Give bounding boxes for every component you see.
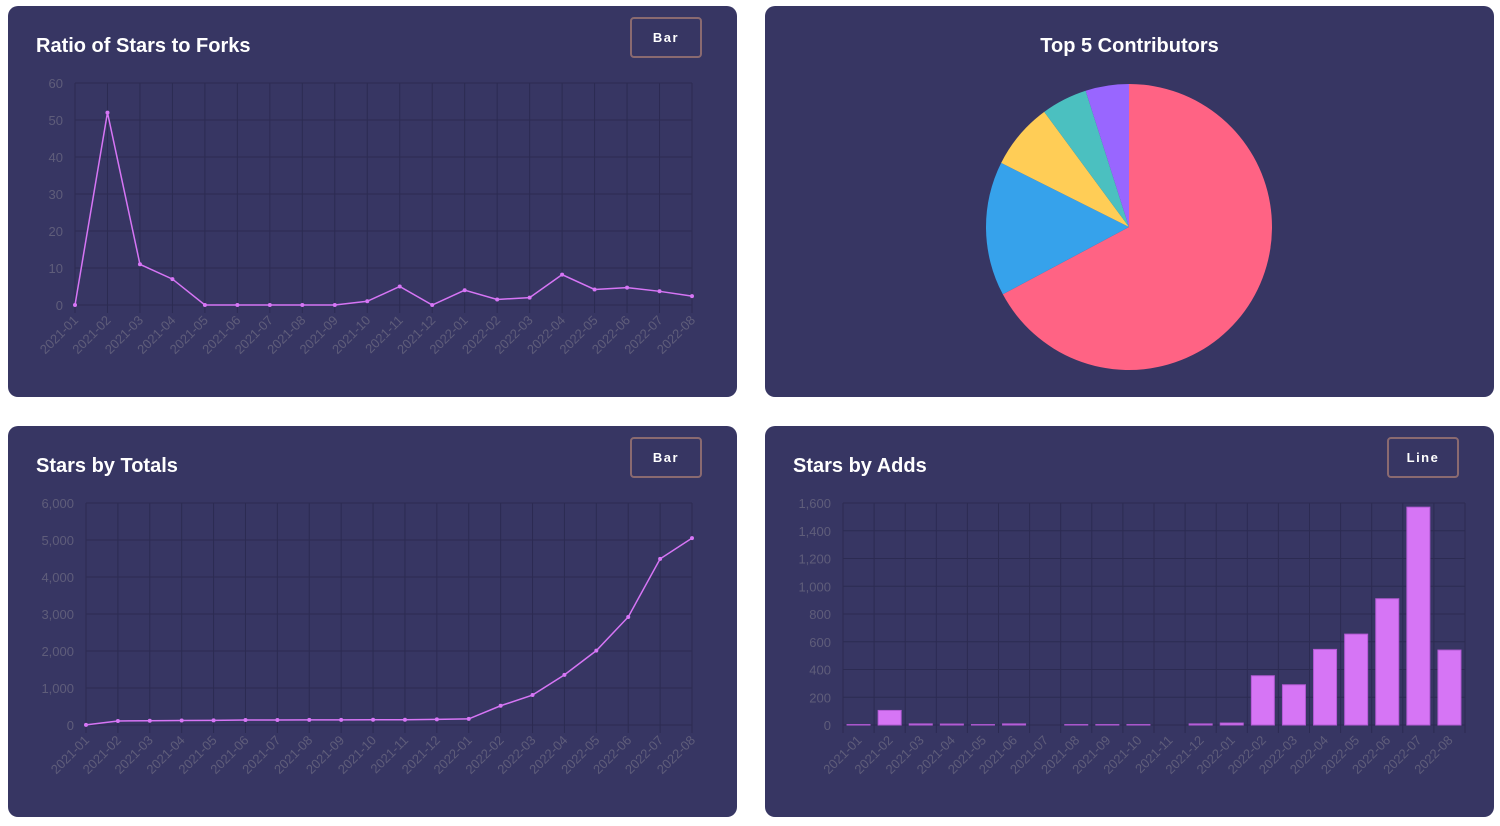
data-point (332, 303, 337, 307)
data-point (466, 716, 471, 721)
data-point (658, 556, 663, 561)
data-point (147, 718, 152, 723)
contributors-title: Top 5 Contributors (1040, 35, 1219, 57)
ratio-title: Ratio of Stars to Forks (36, 35, 251, 57)
adds-title: Stars by Adds (793, 455, 927, 477)
totals-panel: Stars by Totals Bar 0 1,000 2,000 3,000 4,00… (8, 426, 737, 817)
data-point (202, 303, 207, 307)
data-point (84, 722, 88, 727)
data-point (562, 672, 567, 677)
data-point (307, 717, 312, 722)
y-tick-label: 6,000 (41, 496, 74, 511)
contributors-panel: Top 5 Contributors (765, 6, 1494, 397)
bar (1281, 684, 1306, 726)
data-point (235, 303, 240, 307)
bar (1002, 723, 1027, 726)
data-point (530, 693, 535, 698)
y-tick-label: 20 (49, 224, 63, 239)
bar (1313, 648, 1338, 726)
y-tick-label: 40 (49, 150, 63, 165)
y-tick-label: 50 (49, 113, 63, 128)
y-tick-label: 200 (809, 690, 831, 705)
bar (1250, 675, 1275, 726)
y-tick-label: 5,000 (41, 533, 74, 548)
data-point (115, 719, 120, 724)
y-tick-label: 4,000 (41, 570, 74, 585)
data-point (371, 717, 376, 722)
pie-slice (1085, 84, 1129, 227)
ratio-panel: Ratio of Stars to Forks Bar 0 10 20 30 40 50 6… (8, 6, 737, 397)
ratio-chart-type-button[interactable]: Bar (630, 17, 702, 58)
y-tick-label: 1,600 (798, 496, 831, 511)
totals-chart: 01,0002,0003,0004,0005,0006,0002021-0120… (41, 496, 698, 777)
pie-slice (1044, 90, 1129, 227)
data-point (339, 717, 344, 722)
data-point (211, 718, 216, 723)
bar (1219, 722, 1244, 726)
bar (1437, 649, 1462, 726)
data-point (592, 287, 597, 292)
bar (1375, 598, 1400, 726)
data-point (657, 289, 662, 294)
adds-panel: Stars by Adds Line 0 200 400 600 800 1,000 1,2… (765, 426, 1494, 817)
data-point (267, 303, 272, 307)
adds-chart: 02004006008001,0001,2001,4001,6002021-01… (798, 496, 1466, 777)
data-point (73, 303, 77, 307)
data-point (179, 718, 184, 723)
y-tick-label: 1,000 (41, 681, 74, 696)
data-point (430, 303, 435, 307)
y-tick-label: 1,200 (798, 552, 831, 567)
y-tick-label: 800 (809, 607, 831, 622)
data-point (626, 614, 631, 619)
data-point (137, 262, 142, 267)
data-point (495, 297, 500, 302)
y-tick-label: 1,000 (798, 579, 831, 594)
ratio-chart: 01020304050602021-012021-022021-032021-0… (37, 76, 698, 357)
y-tick-label: 2,000 (41, 644, 74, 659)
bar (1406, 506, 1431, 726)
y-tick-label: 30 (49, 187, 63, 202)
data-point (690, 536, 694, 541)
adds-chart-type-button[interactable]: Line (1387, 437, 1459, 478)
data-point (243, 718, 248, 723)
data-point (498, 703, 503, 708)
bar (908, 723, 933, 726)
data-point (170, 277, 175, 282)
y-tick-label: 60 (49, 76, 63, 91)
bar (877, 709, 902, 726)
data-point (462, 288, 467, 293)
y-tick-label: 0 (56, 298, 63, 313)
data-point (560, 272, 565, 277)
data-point (434, 717, 439, 722)
bar (1188, 723, 1213, 726)
pie-slice (986, 162, 1129, 295)
y-tick-label: 600 (809, 635, 831, 650)
pie-slice (1002, 84, 1272, 370)
y-tick-label: 0 (824, 718, 831, 733)
series-line (85, 537, 693, 726)
data-point (625, 285, 630, 290)
bar (1344, 633, 1369, 726)
data-point (397, 284, 402, 289)
data-point (527, 295, 532, 300)
bar (939, 723, 964, 726)
data-point (105, 110, 110, 115)
data-point (594, 648, 599, 653)
pie-slice (1001, 111, 1129, 227)
y-tick-label: 1,400 (798, 524, 831, 539)
data-point (275, 718, 280, 723)
y-tick-label: 10 (49, 261, 63, 276)
totals-title: Stars by Totals (36, 455, 178, 477)
series-line (74, 112, 693, 306)
data-point (300, 303, 305, 307)
data-point (402, 717, 407, 722)
data-point (365, 299, 370, 304)
data-point (690, 294, 694, 299)
totals-chart-type-button[interactable]: Bar (630, 437, 702, 478)
y-tick-label: 3,000 (41, 607, 74, 622)
y-tick-label: 0 (67, 718, 74, 733)
y-tick-label: 400 (809, 663, 831, 678)
contributors-pie-chart (986, 84, 1272, 370)
